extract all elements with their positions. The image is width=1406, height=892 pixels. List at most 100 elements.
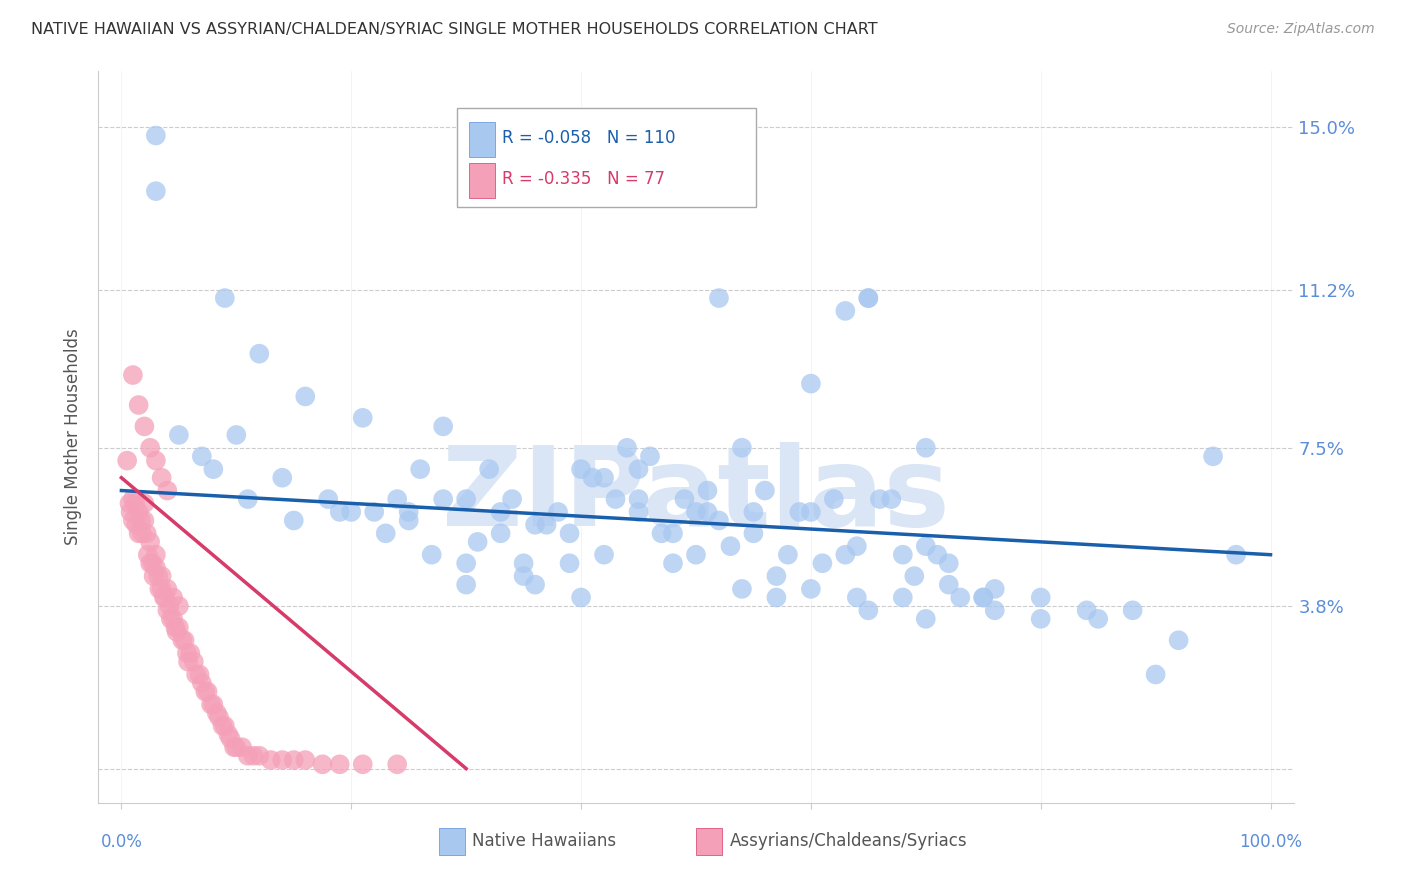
Point (283, 753, 305, 767)
Point (742, 526, 765, 541)
Point (122, 368, 145, 382)
Point (316, 492, 339, 507)
Point (1167, 633, 1189, 648)
Point (134, 419, 156, 434)
Point (200, 698, 222, 712)
Point (984, 603, 1007, 617)
Point (398, 505, 420, 519)
Point (845, 591, 868, 605)
Point (1087, 612, 1109, 626)
Point (984, 582, 1007, 596)
Point (179, 646, 201, 660)
Point (374, 526, 396, 541)
Point (858, 291, 880, 305)
Point (363, 505, 385, 519)
Point (197, 684, 219, 698)
Point (225, 740, 247, 755)
Point (217, 727, 239, 741)
Point (148, 582, 170, 596)
Point (927, 548, 949, 562)
Point (800, 376, 823, 391)
Point (478, 462, 501, 476)
Point (650, 162, 672, 177)
Point (191, 450, 214, 464)
Point (242, 748, 264, 763)
Text: NATIVE HAWAIIAN VS ASSYRIAN/CHALDEAN/SYRIAC SINGLE MOTHER HOUSEHOLDS CORRELATION: NATIVE HAWAIIAN VS ASSYRIAN/CHALDEAN/SYR… (31, 22, 877, 37)
Point (834, 548, 856, 562)
Point (1144, 667, 1167, 681)
Point (914, 539, 936, 553)
Text: 100.0%: 100.0% (1239, 833, 1302, 851)
Point (122, 514, 145, 528)
Point (205, 706, 228, 720)
Point (145, 560, 167, 574)
Point (148, 569, 170, 583)
Point (385, 492, 409, 507)
Point (177, 655, 200, 669)
Point (605, 492, 627, 507)
Point (489, 526, 512, 541)
Point (162, 612, 184, 626)
Point (172, 633, 194, 648)
Point (156, 582, 179, 596)
Point (202, 462, 225, 476)
Point (834, 304, 856, 318)
Point (1076, 603, 1098, 617)
Point (720, 539, 742, 553)
Point (742, 505, 765, 519)
Point (972, 591, 994, 605)
Point (183, 655, 205, 669)
Point (456, 492, 478, 507)
Point (167, 599, 190, 613)
Point (869, 492, 891, 507)
Bar (470, 162, 495, 198)
Point (142, 569, 165, 583)
Text: 0.0%: 0.0% (100, 833, 142, 851)
Point (311, 757, 333, 772)
Point (156, 603, 179, 617)
Point (219, 731, 242, 746)
Point (135, 526, 157, 541)
Point (432, 492, 454, 507)
Point (139, 534, 162, 549)
Point (765, 591, 787, 605)
Point (134, 514, 156, 528)
Point (558, 556, 581, 570)
Point (398, 514, 420, 528)
Point (880, 492, 903, 507)
Point (150, 471, 173, 485)
Point (194, 684, 217, 698)
Point (222, 740, 245, 755)
Point (536, 517, 558, 532)
Point (145, 184, 167, 198)
Point (432, 419, 454, 434)
Point (145, 548, 167, 562)
Point (1122, 603, 1144, 617)
Point (707, 291, 730, 305)
Point (283, 514, 305, 528)
Point (167, 620, 190, 634)
Point (208, 710, 231, 724)
Point (145, 128, 167, 143)
Point (115, 453, 138, 467)
Point (823, 492, 845, 507)
Text: Source: ZipAtlas.com: Source: ZipAtlas.com (1227, 22, 1375, 37)
Point (162, 591, 184, 605)
Point (800, 505, 823, 519)
Point (153, 591, 176, 605)
Point (858, 291, 880, 305)
Point (1225, 548, 1247, 562)
Point (167, 428, 190, 442)
Point (569, 462, 592, 476)
Point (176, 646, 198, 660)
Bar (439, 828, 465, 855)
Point (789, 505, 811, 519)
Point (214, 291, 236, 305)
Point (211, 719, 233, 733)
Point (696, 483, 718, 498)
Text: R = -0.058   N = 110: R = -0.058 N = 110 (502, 129, 676, 147)
Point (1202, 450, 1225, 464)
Point (141, 556, 163, 570)
Point (139, 441, 162, 455)
Point (845, 539, 868, 553)
